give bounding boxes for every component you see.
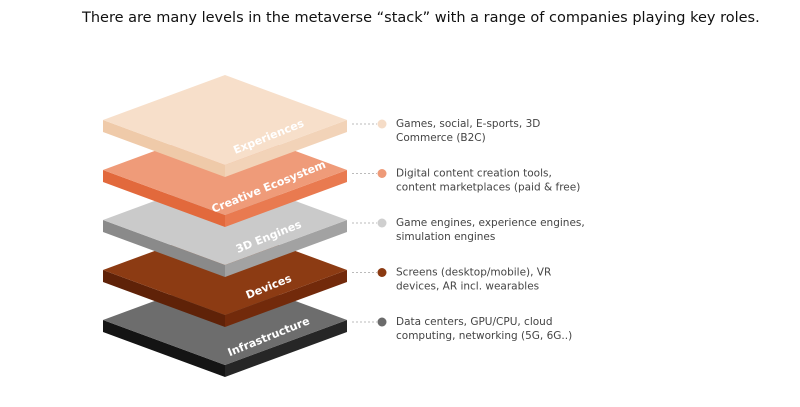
layer-side-right xyxy=(225,170,347,227)
layer-side-left xyxy=(103,120,225,177)
layer-side-right xyxy=(225,120,347,177)
layer-side-left xyxy=(103,270,225,327)
layer-description: content marketplaces (paid & free) xyxy=(396,182,580,194)
layer-side-right xyxy=(225,270,347,327)
layer-description: simulation engines xyxy=(396,231,495,243)
bullet-dot xyxy=(377,268,387,277)
layer-description: Game engines, experience engines, xyxy=(396,217,585,229)
bullet-dot xyxy=(377,169,387,178)
layer-description: computing, networking (5G, 6G..) xyxy=(396,330,572,342)
bullet-dot xyxy=(377,119,387,129)
layer-description: Data centers, GPU/CPU, cloud xyxy=(396,316,553,328)
layer-description: Commerce (B2C) xyxy=(396,132,486,144)
layer-description: Digital content creation tools, xyxy=(396,168,552,180)
page-title: There are many levels in the metaverse “… xyxy=(81,10,760,26)
layer-description: devices, AR incl. wearables xyxy=(396,281,539,293)
layer-side-left xyxy=(103,170,225,227)
bullet-dot xyxy=(377,218,387,228)
bullet-dot xyxy=(377,317,387,327)
layer: Experiences xyxy=(103,75,347,177)
layer-side-right xyxy=(225,220,347,277)
layer-side-right xyxy=(225,320,347,377)
layer-side-left xyxy=(103,320,225,377)
layer-top xyxy=(103,75,347,165)
layer-side-left xyxy=(103,220,225,277)
layer-description: Games, social, E-sports, 3D xyxy=(396,118,540,130)
layer-description: Screens (desktop/mobile), VR xyxy=(396,267,551,279)
